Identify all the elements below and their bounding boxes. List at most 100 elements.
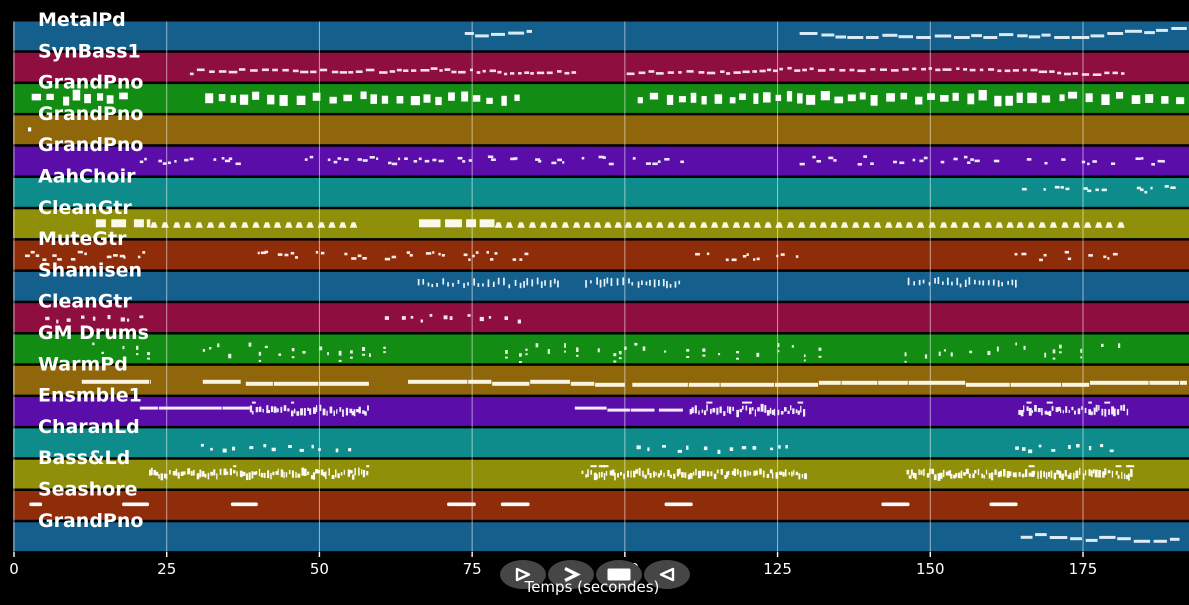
track-bands bbox=[13, 21, 1189, 552]
stop-button[interactable] bbox=[596, 560, 642, 589]
notes-mutegtr-7-1 bbox=[257, 250, 367, 260]
notes-grandpno-4-0 bbox=[139, 157, 241, 166]
track-band-0 bbox=[13, 21, 1189, 51]
track-label-3: GrandPno bbox=[38, 103, 143, 125]
notes-gmdrums-10-1 bbox=[202, 342, 386, 362]
rewind-icon bbox=[659, 567, 675, 582]
notes-aahchoir-5-0 bbox=[1021, 185, 1070, 191]
track-band-5 bbox=[13, 178, 1189, 207]
track-band-10 bbox=[13, 334, 1189, 364]
notes-bassld-14-2 bbox=[906, 465, 1135, 481]
tick-label-150: 150 bbox=[916, 560, 945, 578]
notes-aahchoir-5-2 bbox=[1136, 185, 1176, 194]
notes-seashore-15-3 bbox=[447, 502, 476, 507]
notes-cleangtr-9-1 bbox=[384, 314, 521, 324]
notes-mutegtr-7-4 bbox=[1014, 250, 1118, 262]
notes-shamisen-8-2 bbox=[907, 277, 1017, 288]
notes-grandpno-2-2 bbox=[637, 90, 1185, 107]
play-icon bbox=[515, 567, 531, 582]
track-label-16: GrandPno bbox=[38, 510, 143, 532]
notes-cleangtr-6-0 bbox=[95, 219, 151, 228]
track-label-4: GrandPno bbox=[38, 134, 143, 156]
track-band-3 bbox=[13, 115, 1189, 145]
time-axis: 0255075100125150175 bbox=[9, 552, 1097, 578]
track-label-0: MetalPd bbox=[38, 9, 126, 31]
notes-cleangtr-9-0 bbox=[45, 315, 144, 324]
track-band-12 bbox=[13, 397, 1189, 426]
tick-label-0: 0 bbox=[9, 560, 19, 578]
notes-shamisen-8-0 bbox=[417, 277, 559, 289]
notes-ensmble1-12-3 bbox=[689, 401, 806, 418]
notes-shamisen-8-1 bbox=[585, 277, 681, 289]
track-band-11 bbox=[13, 365, 1189, 395]
tick-label-125: 125 bbox=[763, 560, 792, 578]
track-label-14: Bass&Ld bbox=[38, 447, 130, 469]
track-label-11: WarmPd bbox=[38, 353, 128, 375]
track-band-1 bbox=[13, 52, 1189, 82]
stop-icon bbox=[607, 568, 631, 581]
notes-charanld-13-2 bbox=[1015, 444, 1114, 454]
tick-label-175: 175 bbox=[1069, 560, 1098, 578]
notes-cleangtr-6-3 bbox=[494, 222, 1125, 228]
notes-seashore-15-5 bbox=[664, 502, 693, 507]
track-label-2: GrandPno bbox=[38, 72, 143, 94]
tick-label-50: 50 bbox=[310, 560, 329, 578]
tick-label-75: 75 bbox=[463, 560, 482, 578]
notes-mutegtr-7-0 bbox=[25, 250, 146, 261]
fast-forward-button[interactable] bbox=[548, 560, 594, 589]
notes-cleangtr-6-1 bbox=[150, 222, 358, 228]
track-label-8: Shamisen bbox=[38, 259, 142, 281]
notes-mutegtr-7-3 bbox=[695, 252, 799, 262]
notes-metalpd-0-1 bbox=[799, 27, 1187, 39]
notes-grandpno-4-2 bbox=[535, 155, 614, 166]
note-marks bbox=[25, 27, 1187, 543]
notes-seashore-15-0 bbox=[29, 502, 43, 507]
notes-grandpno-4-6 bbox=[1026, 158, 1066, 165]
track-label-5: AahChoir bbox=[38, 166, 136, 188]
play-button[interactable] bbox=[500, 560, 546, 589]
notes-seashore-15-1 bbox=[122, 502, 149, 507]
notes-gmdrums-10-2 bbox=[505, 342, 822, 363]
notes-grandpno-4-4 bbox=[799, 155, 905, 166]
notes-metalpd-0-0 bbox=[464, 29, 532, 38]
tick-label-25: 25 bbox=[157, 560, 176, 578]
notes-cleangtr-6-2 bbox=[419, 219, 495, 228]
track-band-16 bbox=[13, 522, 1189, 552]
gridlines bbox=[13, 21, 1084, 552]
notes-synbass1-1-1 bbox=[626, 66, 1125, 76]
notes-bassld-14-1 bbox=[581, 465, 807, 481]
track-label-12: Ensmble1 bbox=[38, 385, 142, 407]
notes-synbass1-1-0 bbox=[189, 67, 577, 76]
notes-seashore-15-7 bbox=[989, 502, 1018, 507]
rewind-button[interactable] bbox=[644, 560, 690, 589]
notes-grandpno-4-1 bbox=[304, 155, 518, 166]
notes-grandpno-2-0 bbox=[31, 89, 128, 106]
notes-aahchoir-5-1 bbox=[1083, 187, 1107, 193]
track-label-1: SynBass1 bbox=[38, 40, 141, 62]
notes-warmpd-11-2 bbox=[408, 379, 1187, 387]
track-label-10: GM Drums bbox=[38, 322, 149, 344]
notes-grandpno-16-0 bbox=[1020, 533, 1180, 543]
notes-charanld-13-1 bbox=[636, 445, 788, 454]
notes-mutegtr-7-2 bbox=[384, 251, 529, 261]
notes-seashore-15-2 bbox=[230, 502, 258, 507]
track-band-4 bbox=[13, 146, 1189, 176]
track-label-15: Seashore bbox=[38, 479, 138, 501]
notes-charanld-13-0 bbox=[200, 443, 352, 453]
notes-bassld-14-0 bbox=[149, 465, 370, 481]
fast-forward-icon bbox=[564, 567, 581, 582]
notes-seashore-15-6 bbox=[881, 502, 910, 507]
notes-warmpd-11-1 bbox=[202, 379, 369, 386]
track-label-13: CharanLd bbox=[38, 416, 140, 438]
notes-gmdrums-10-0 bbox=[92, 342, 150, 360]
notes-seashore-15-4 bbox=[500, 502, 530, 507]
track-label-6: CleanGtr bbox=[38, 197, 132, 219]
notes-grandpno-2-1 bbox=[205, 91, 520, 106]
notes-grandpno-4-8 bbox=[1135, 157, 1165, 166]
track-band-13 bbox=[13, 428, 1189, 458]
notes-ensmble1-12-2 bbox=[574, 406, 683, 412]
notes-grandpno-4-5 bbox=[912, 155, 1000, 164]
notes-warmpd-11-0 bbox=[81, 379, 151, 384]
